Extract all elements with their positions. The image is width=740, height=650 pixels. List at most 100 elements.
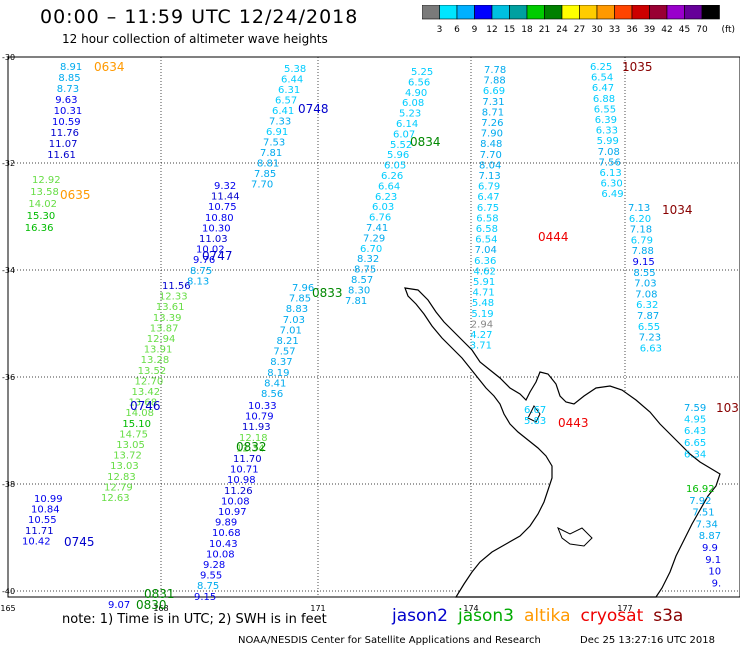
wave-height-label: 9. (712, 578, 722, 589)
wave-height-label: 6.32 (636, 300, 658, 311)
wave-height-label: 4.27 (470, 330, 492, 341)
wave-height-label: 6.58 (476, 224, 498, 235)
satellite-legend-item: s3a (653, 606, 684, 626)
wave-height-label: 6.79 (478, 182, 500, 193)
wave-height-label: 13.87 (150, 323, 179, 334)
wave-height-label: 4.90 (405, 88, 427, 99)
wave-height-label: 8.87 (699, 531, 721, 542)
wave-height-label: 9.55 (200, 571, 222, 582)
satellite-legend-item: altika (524, 606, 571, 626)
wave-height-label: 6.55 (638, 322, 660, 333)
wave-height-label: 6.64 (378, 181, 400, 192)
satellite-legend: jason2 jason3 altika cryosat s3a (392, 606, 693, 626)
wave-height-label: 16.36 (25, 223, 54, 234)
wave-height-label: 6.58 (476, 213, 498, 224)
wave-height-label: 7.01 (280, 325, 302, 336)
wave-height-label: 10.79 (245, 412, 274, 423)
wave-height-label: 10.55 (28, 515, 57, 526)
wave-height-label: 10.08 (206, 549, 235, 560)
wave-height-label: 13.58 (30, 187, 59, 198)
wave-height-label: 4.62 (474, 266, 496, 277)
wave-height-label: 13.68 (128, 398, 157, 409)
wave-height-label: 6.34 (684, 449, 706, 460)
wave-height-label: 6.91 (266, 127, 288, 138)
longitude-label: 171 (310, 604, 325, 613)
wave-height-label: 9.89 (215, 518, 237, 529)
wave-height-label: 6.03 (372, 202, 394, 213)
wave-height-label: 14.08 (125, 408, 154, 419)
wave-height-label: 5.99 (597, 136, 619, 147)
wave-height-label: 6.05 (384, 161, 406, 172)
pass-time-label: 0443 (558, 416, 589, 430)
colorbar-tick-label: 39 (644, 25, 656, 35)
pass-time-label: 0745 (64, 535, 95, 549)
wave-height-label: 13.72 (113, 451, 142, 462)
wave-height-label: 7.03 (283, 315, 305, 326)
wave-height-label: 7.41 (366, 223, 388, 234)
track: 11.5612.3313.6113.3913.8712.9413.9113.28… (101, 281, 191, 504)
wave-height-label: 12.94 (147, 334, 176, 345)
wave-height-label: 6.55 (594, 104, 616, 115)
wave-height-label: 5.23 (399, 109, 421, 120)
wave-height-label: 7.13 (628, 203, 650, 214)
wave-height-label: 6.30 (600, 179, 622, 190)
wave-height-label: 6.88 (593, 94, 615, 105)
track: 6.675.83 0443 (524, 405, 589, 430)
wave-height-label: 8.19 (267, 368, 289, 379)
wave-height-label: 8.30 (348, 285, 370, 296)
wave-height-label: 10.08 (221, 496, 250, 507)
wave-height-label: 7.08 (598, 147, 620, 158)
wave-height-label: 6.63 (640, 343, 662, 354)
colorbar-tick-label: 24 (556, 25, 568, 35)
wave-height-label: 8.13 (187, 276, 209, 287)
map-title: 00:00 – 11:59 UTC 12/24/2018 (40, 6, 359, 28)
wave-height-label: 11.76 (50, 128, 79, 139)
wave-height-label: 6.44 (281, 75, 303, 86)
wave-height-label: 7.23 (639, 333, 661, 344)
wave-height-label: 4.71 (472, 288, 494, 299)
wave-height-label: 6.20 (629, 214, 651, 225)
wave-height-label: 8.41 (264, 378, 286, 389)
wave-height-label: 13.61 (156, 302, 185, 313)
wave-height-label: 10.68 (212, 528, 241, 539)
wave-height-label: 5.96 (387, 150, 409, 161)
map-frame (7, 56, 740, 598)
wave-height-label: 16.92 (686, 484, 715, 495)
colorbar-tick-label: 27 (574, 25, 585, 35)
wave-height-label: 8.85 (58, 73, 80, 84)
map-subtitle: 12 hour collection of altimeter wave hei… (62, 32, 328, 46)
wave-height-label: 8.48 (480, 139, 502, 150)
wave-height-label: 7.31 (482, 97, 504, 108)
wave-height-label: 10.80 (205, 213, 234, 224)
track: 9.07 0830 (108, 598, 167, 612)
wave-height-label: 7.92 (689, 496, 711, 507)
wave-height-label: 8.75 (190, 266, 212, 277)
wave-height-label: 7.70 (480, 150, 502, 161)
longitude-label: 174 (463, 604, 478, 613)
track: 10.3310.7911.9312.1812.3411.7010.7110.98… (194, 401, 277, 603)
wave-height-label: 8.04 (479, 160, 501, 171)
track: 6.256.546.476.886.556.396.335.997.087.56… (590, 60, 653, 200)
wave-height-label: 7.81 (345, 296, 367, 307)
track: 9.3211.4410.7510.8010.3011.0310.029.768.… (187, 181, 240, 287)
timestamp: Dec 25 13:27:16 UTC 2018 (580, 635, 715, 646)
wave-height-label: 6.67 (524, 405, 546, 416)
wave-height-label: 7.57 (273, 347, 295, 358)
wave-height-label: 6.14 (396, 119, 418, 130)
satellite-legend-item: jason2 (392, 606, 448, 626)
colorbar-tick-label: 33 (609, 25, 620, 35)
wave-height-label: 6.36 (474, 256, 496, 267)
wave-height-label: 7.18 (630, 225, 652, 236)
wave-height-label: 12.79 (104, 482, 133, 493)
wave-height-label: 3.71 (470, 341, 492, 352)
pass-time-label: 0834 (410, 135, 441, 149)
wave-height-label: 10.42 (22, 536, 51, 547)
colorbar-tick-label: 70 (696, 25, 708, 35)
wave-height-label: 10.02 (196, 245, 225, 256)
wave-height-label: 6.49 (601, 189, 623, 200)
wave-height-label: 7.34 (696, 519, 718, 530)
pass-time-label: 0635 (60, 188, 91, 202)
wave-height-label: 6.75 (477, 203, 499, 214)
